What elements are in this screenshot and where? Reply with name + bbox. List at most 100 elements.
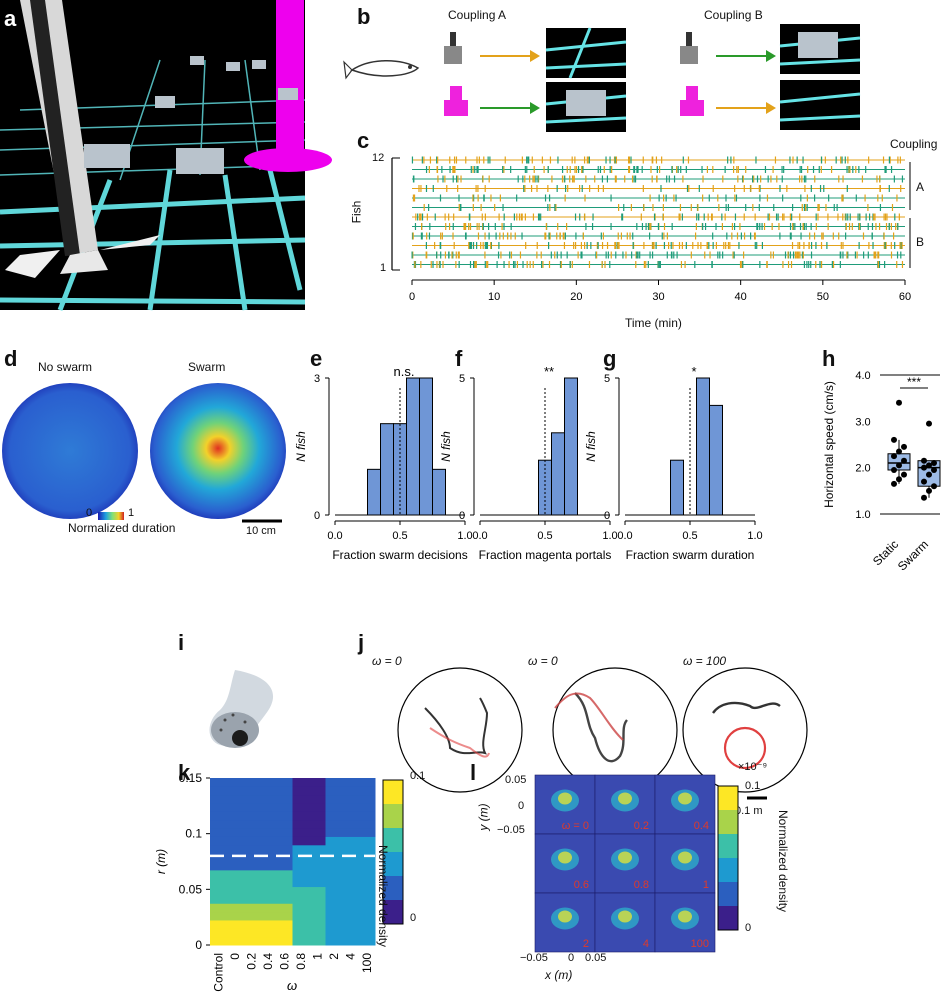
heatmap-cell	[325, 886, 343, 896]
heatmap-cell	[243, 903, 260, 913]
density-cell-label: 2	[583, 938, 589, 950]
heatmap-cell	[358, 878, 376, 888]
raster-x-tick-label: 50	[817, 291, 829, 303]
heatmap-cell	[292, 894, 310, 904]
heatmap-cell	[226, 778, 244, 787]
hist-significance: **	[544, 364, 554, 379]
heatmap-cell	[259, 794, 277, 804]
histogram-g: 0 5 0.0 0.5 1.0 Fraction swarm duration N fish…	[584, 364, 763, 562]
box-data-point	[901, 443, 907, 450]
box-data-point	[891, 466, 897, 473]
density-peak	[618, 792, 632, 805]
l-x-tick-right: 0.05	[585, 952, 607, 964]
heatmap-cell	[210, 828, 227, 837]
heatmap-cell	[358, 936, 376, 946]
trajectory-plots	[397, 667, 808, 800]
hist-y-tick-label: 0	[314, 510, 320, 522]
heatmap-cell	[309, 844, 326, 854]
box-y-tick-label: 1.0	[855, 509, 870, 521]
hist-x-tick-label: 0.5	[537, 530, 552, 542]
heatmap-cell	[342, 853, 359, 862]
heatmap-cell	[243, 811, 260, 821]
l-colorbar-segment	[718, 882, 738, 906]
density-cell-label: 0.4	[694, 820, 709, 832]
heatmap-cell	[358, 794, 376, 804]
heatmap-cell	[276, 778, 293, 787]
heatmap-cell	[325, 811, 343, 821]
heatmap-cell	[342, 836, 359, 846]
k-y-tick-label: 0.05	[179, 882, 203, 896]
heatmap-cell	[358, 778, 376, 787]
heatmap-cell	[210, 794, 227, 804]
box-data-point	[926, 487, 932, 494]
heatmap-cell	[226, 819, 244, 829]
heatmap-cell	[243, 869, 260, 879]
heatmap-cell	[259, 778, 277, 787]
box-y-tick-label: 4.0	[855, 370, 870, 382]
heatmap-cell	[243, 803, 260, 812]
heatmap-cell	[243, 836, 260, 846]
box-data-point	[901, 457, 907, 464]
heatmap-cell	[309, 928, 326, 938]
density-peak	[558, 792, 572, 805]
heatmap-cell	[226, 794, 244, 804]
heatmap-cell	[226, 886, 244, 896]
l-grid-cells: ω = 0 0.2 0.4 0.6 0.8 1 2 4 100	[534, 774, 716, 953]
heatmap-cell	[243, 778, 260, 787]
panel-letter-k: k	[178, 760, 191, 785]
heatmap-cell	[358, 911, 376, 921]
density-cell-label: 0.6	[574, 879, 589, 891]
hist-y-tick-label: 5	[459, 373, 465, 385]
heatmap-cell	[309, 861, 326, 871]
heatmap-cell	[259, 819, 277, 829]
heatmap-cell	[342, 886, 359, 896]
heatmap-cell	[210, 836, 227, 846]
raster-group-b: B	[916, 235, 925, 249]
l-y-tick-top: 0.05	[505, 774, 527, 786]
heatmap-cell	[309, 836, 326, 846]
hist-xlabel: Fraction swarm decisions	[332, 548, 467, 562]
histogram-bar	[670, 459, 684, 516]
hist-x-tick-label: 1.0	[602, 530, 617, 542]
panel-letter-d: d	[4, 346, 18, 371]
k-colorbar-segment	[383, 852, 403, 876]
coupling-title: Coupling	[890, 137, 938, 151]
panel-letter-c: c	[357, 128, 370, 153]
heatmap-cell	[342, 894, 359, 904]
heatmap-cell	[325, 869, 343, 879]
heatmap-cell	[325, 794, 343, 804]
raster-y-tick-top: 12	[372, 152, 385, 164]
heatmap-cell	[325, 828, 343, 837]
k-x-tick-label: 0.4	[261, 953, 275, 970]
heatmap-cell	[259, 911, 277, 921]
histogram-charts: 0 3 0.0 0.5 1.0 Fraction swarm decisions N fis…	[294, 364, 763, 562]
heatmap-cell	[226, 919, 244, 929]
heatmap-cell	[309, 869, 326, 879]
heatmap-cell	[292, 794, 310, 804]
hist-y-tick-label: 5	[604, 373, 610, 385]
heatmap-cell	[309, 819, 326, 829]
density-cell-label: 100	[691, 938, 709, 950]
heatmap-cell	[226, 936, 244, 946]
heatmap-cell	[325, 778, 343, 787]
heatmap-cell	[259, 811, 277, 821]
heatmap-cell	[276, 869, 293, 879]
k-x-tick-label: 4	[343, 953, 357, 960]
k-x-tick-label: 0.8	[294, 953, 308, 970]
box-data-point	[921, 494, 927, 501]
k-colorbar-segment	[383, 900, 403, 924]
heatmap-cell	[276, 853, 293, 862]
heatmap-cell	[210, 919, 227, 929]
l-colorbar	[717, 785, 739, 931]
k-colorbar	[382, 779, 404, 925]
heatmap-cell	[342, 919, 359, 929]
heatmap-cell	[210, 778, 227, 787]
box-data-point	[896, 399, 902, 406]
heatmap-cell	[292, 844, 310, 854]
panel-letter-l: l	[470, 760, 477, 785]
heatmap-cell	[243, 886, 260, 896]
panel-letter-g: g	[603, 346, 617, 371]
heatmap-cell	[292, 869, 310, 879]
heatmap-cell	[325, 894, 343, 904]
